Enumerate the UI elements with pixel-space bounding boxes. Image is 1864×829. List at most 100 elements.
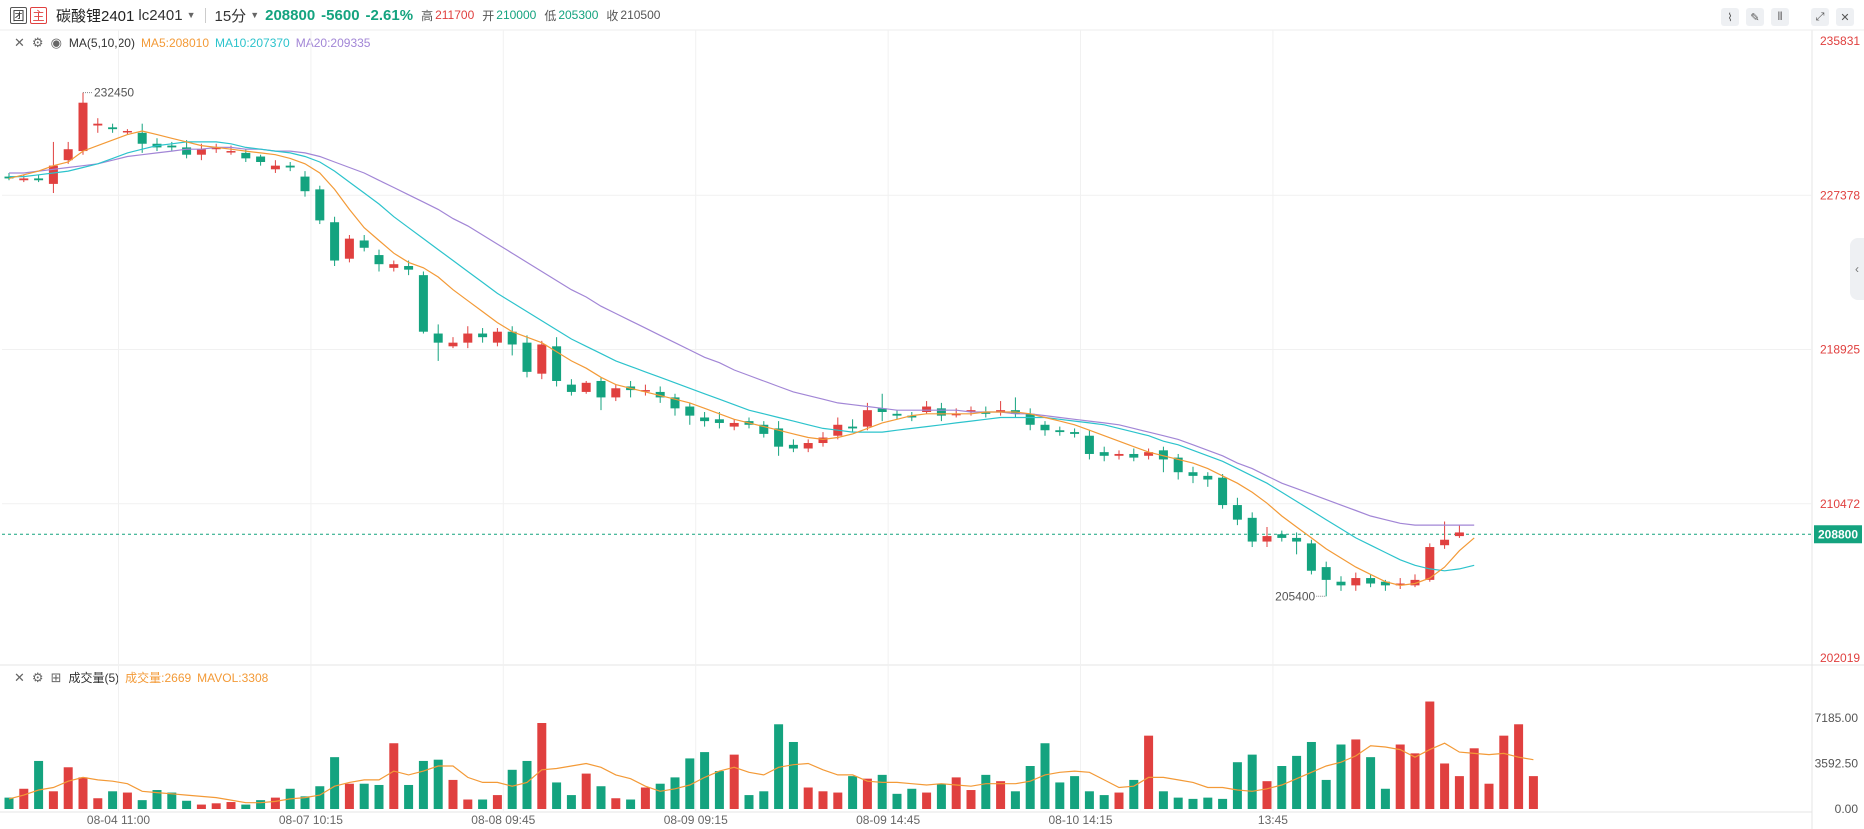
draw-icon[interactable]: ✎ — [1746, 8, 1764, 26]
candle-body — [1173, 457, 1183, 473]
candle-body — [34, 178, 44, 181]
close-label: 收 — [606, 8, 619, 23]
candle-body — [330, 222, 340, 261]
plus-square-icon[interactable]: ⊞ — [50, 669, 62, 685]
volume-bar — [478, 799, 488, 809]
volume-bar — [714, 771, 724, 809]
ma20-line — [9, 146, 1475, 526]
candle-body — [996, 410, 1006, 412]
period-selector[interactable]: 15分 — [214, 7, 247, 25]
volume-bar — [418, 760, 428, 809]
volume-bar — [48, 791, 58, 809]
candle-body — [759, 424, 769, 434]
volume-bar — [300, 796, 310, 809]
volume-bar — [596, 786, 606, 809]
eye-icon[interactable]: ◉ — [50, 35, 62, 50]
side-panel-toggle[interactable]: ‹ — [1850, 238, 1864, 300]
gear-icon[interactable]: ⚙ — [31, 35, 44, 50]
current-price-tag-label: 208800 — [1818, 527, 1858, 541]
low-label: 低 — [544, 8, 557, 23]
candle-body — [241, 152, 251, 159]
volume-value: 成交量:2669 — [125, 671, 192, 685]
candle-body — [1277, 534, 1287, 538]
period-dropdown-icon[interactable]: ▼ — [250, 10, 260, 20]
time-tick-label: 08-08 09:45 — [471, 813, 535, 827]
price-tick-label: 227378 — [1820, 188, 1860, 202]
ma10-line — [9, 141, 1475, 572]
volume-bar — [1262, 781, 1272, 809]
volume-bar — [1055, 782, 1065, 809]
candle-body — [655, 391, 665, 398]
volume-bar — [611, 798, 621, 809]
close-icon[interactable]: ✕ — [14, 35, 25, 50]
symbol-code[interactable]: lc2401 — [138, 6, 183, 24]
candle-body — [196, 149, 206, 155]
candle-body — [1454, 532, 1464, 537]
ma5-value: MA5:208010 — [140, 36, 209, 50]
main-contract-badge[interactable]: 主 — [30, 6, 47, 24]
candle-body — [1158, 450, 1168, 460]
volume-bar — [152, 790, 162, 809]
candle-body — [951, 413, 961, 416]
volume-bar — [4, 797, 14, 809]
candle-body — [774, 428, 784, 447]
high-label: 高 — [421, 8, 434, 23]
volume-bar — [848, 776, 858, 809]
top-bar: 团 主 碳酸锂2401 lc2401 ▼ 15分 ▼ 208800 -5600 … — [0, 0, 1864, 30]
volume-bar — [1114, 792, 1124, 809]
volume-bar — [640, 787, 650, 809]
volume-bar — [1366, 757, 1376, 809]
candle-body — [922, 406, 932, 412]
candle-body — [729, 422, 739, 427]
volume-bar — [359, 783, 369, 809]
candle-body — [907, 415, 917, 418]
volume-bar — [1040, 743, 1050, 809]
volume-bar — [833, 792, 843, 809]
volume-bar — [936, 783, 946, 809]
candle-body — [714, 419, 724, 423]
candle-body — [256, 156, 266, 163]
candle-body — [300, 176, 310, 192]
volume-bar — [1395, 744, 1405, 809]
candle-body — [1306, 543, 1316, 571]
symbol-name[interactable]: 碳酸锂2401 — [56, 7, 135, 25]
volume-bar — [1336, 744, 1346, 809]
symbol-dropdown-icon[interactable]: ▼ — [186, 10, 196, 20]
candle-body — [359, 240, 369, 248]
candle-body — [1440, 539, 1450, 546]
volume-bar — [966, 790, 976, 809]
close-window-icon[interactable]: ✕ — [1836, 8, 1854, 26]
volume-bar — [685, 758, 695, 809]
indicator-icon[interactable]: ⌇ — [1721, 8, 1739, 26]
volume-bar — [818, 791, 828, 809]
close-icon[interactable]: ✕ — [14, 669, 25, 685]
candle-body — [1395, 583, 1405, 586]
candle-type-icon[interactable]: ⫴ — [1771, 8, 1789, 26]
volume-bar — [729, 754, 739, 809]
volume-bar — [196, 804, 206, 809]
volume-bar — [522, 760, 532, 809]
time-tick-label: 08-09 09:15 — [664, 813, 728, 827]
fullscreen-icon[interactable]: ⤢ — [1811, 8, 1829, 26]
volume-bar — [1499, 735, 1509, 809]
candle-body — [4, 176, 14, 179]
last-price: 208800 — [265, 6, 316, 24]
candle-body — [1025, 413, 1035, 425]
volume-bar — [1010, 791, 1020, 809]
volume-bar — [803, 787, 813, 809]
gear-icon[interactable]: ⚙ — [31, 669, 44, 685]
volume-tick-label: 3592.50 — [1815, 757, 1859, 771]
volume-bar — [374, 784, 384, 809]
candle-body — [1232, 505, 1242, 520]
candle-body — [448, 342, 458, 347]
volume-bar — [1292, 755, 1302, 809]
price-change: -5600 — [321, 6, 360, 24]
group-badge[interactable]: 团 — [10, 6, 27, 24]
candle-body — [404, 266, 414, 270]
candle-body — [981, 411, 991, 414]
open-label: 开 — [482, 8, 495, 23]
volume-bar — [552, 782, 562, 809]
candle-body — [1055, 430, 1065, 433]
candle-body — [877, 408, 887, 412]
